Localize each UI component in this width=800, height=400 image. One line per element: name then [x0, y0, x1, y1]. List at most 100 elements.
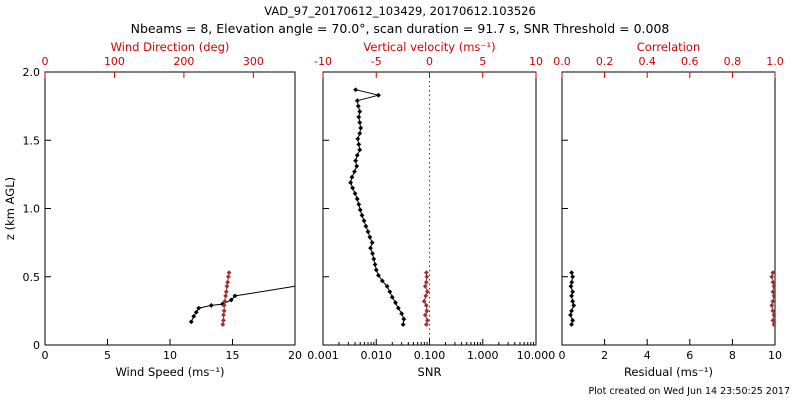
series-marker [356, 202, 362, 207]
series-marker [771, 283, 775, 289]
y-tick-label: 0 [33, 339, 40, 352]
series-marker [352, 169, 357, 175]
series-marker [355, 103, 361, 109]
series-marker [771, 293, 775, 299]
series-marker [771, 322, 775, 327]
top-tick-label: 0 [426, 55, 433, 68]
panel-wind-profile: 0 5 10 15 20 Wind Speed (ms⁻¹) 0 100 200 300 Wind … [3, 40, 302, 379]
series-marker [352, 191, 358, 196]
top-tick-label: 0.2 [596, 55, 614, 68]
series-marker [222, 298, 228, 304]
series-marker [225, 279, 231, 285]
x-tick-label: 1.000 [467, 349, 499, 362]
series-marker [357, 207, 363, 213]
series-marker [367, 234, 373, 240]
top-axis-title: Wind Direction (deg) [111, 40, 230, 54]
series-marker [569, 308, 574, 314]
x-tick-label: 10 [163, 349, 177, 362]
series-marker [770, 298, 775, 304]
series-marker [771, 312, 775, 318]
y-tick-label: 1.5 [23, 134, 41, 147]
series-marker [196, 305, 202, 311]
panel-frame [561, 71, 776, 346]
series-marker [208, 303, 214, 308]
x-tick-label: 0.010 [361, 349, 393, 362]
series-marker [422, 283, 428, 289]
top-tick-label: 0.8 [724, 55, 742, 68]
series-marker [569, 279, 575, 285]
series-marker [221, 312, 226, 318]
series-marker [356, 141, 362, 147]
top-axis-title: Vertical velocity (ms⁻¹) [363, 40, 495, 54]
y-tick-label: 1.0 [23, 203, 41, 216]
series-marker [358, 125, 364, 131]
series-marker [365, 229, 371, 235]
x-tick-label: 10 [768, 349, 782, 362]
top-tick-label: -5 [371, 55, 382, 68]
series-marker [355, 136, 361, 142]
series-marker [770, 289, 775, 295]
series-marker [399, 311, 405, 317]
series-vertical-velocity [421, 270, 430, 327]
series-line [190, 285, 295, 323]
x-axis-title: Wind Speed (ms⁻¹) [115, 365, 224, 379]
series-marker [423, 279, 429, 285]
series-marker [569, 322, 574, 327]
x-tick-label: 4 [644, 349, 651, 362]
series-marker [353, 158, 359, 164]
series-marker [225, 274, 231, 280]
series-marker [191, 313, 197, 319]
series-marker [571, 303, 577, 308]
top-tick-label: 0.4 [638, 55, 656, 68]
series-marker [221, 308, 227, 314]
x-tick-label: 0 [559, 349, 566, 362]
series-correlation [769, 270, 775, 327]
series-marker [570, 318, 576, 323]
series-marker [369, 240, 375, 246]
y-tick-label: 2.0 [23, 66, 41, 79]
series-marker [359, 212, 365, 218]
series-marker [423, 270, 429, 276]
series-marker [570, 289, 576, 295]
series-marker [423, 293, 429, 299]
series-marker [354, 163, 360, 169]
series-marker [376, 272, 381, 278]
top-tick-label: 5 [479, 55, 486, 68]
top-tick-label: -10 [314, 55, 332, 68]
series-marker [348, 180, 354, 185]
x-axis-title: SNR [418, 365, 442, 379]
series-marker [223, 293, 228, 299]
series-marker [356, 114, 362, 120]
series-wind-speed [188, 285, 295, 325]
series-marker [226, 270, 232, 276]
series-marker [232, 293, 238, 299]
series-marker [569, 293, 574, 299]
series-marker [357, 131, 363, 136]
top-tick-label: 0.6 [681, 55, 699, 68]
top-tick-label: 200 [173, 55, 194, 68]
x-tick-label: 0 [42, 349, 49, 362]
series-marker [361, 218, 367, 224]
x-axis-title: Residual (ms⁻¹) [624, 365, 713, 379]
series-marker [393, 300, 398, 306]
plot-footnote: Plot created on Wed Jun 14 23:50:25 2017 [588, 386, 790, 397]
series-marker [357, 147, 363, 153]
series-marker [224, 283, 230, 289]
series-marker [770, 318, 775, 323]
series-marker [188, 319, 194, 325]
series-marker [400, 322, 406, 327]
top-tick-label: 1.0 [766, 55, 784, 68]
top-tick-label: 0 [42, 55, 49, 68]
series-marker [424, 308, 430, 314]
series-marker [769, 274, 775, 280]
x-tick-label: 0.100 [414, 349, 446, 362]
series-marker [770, 279, 775, 285]
series-marker [379, 278, 385, 284]
series-marker [372, 262, 378, 267]
series-snr-profile [348, 87, 407, 327]
series-marker [569, 270, 574, 276]
x-tick-label: 10.000 [517, 349, 556, 362]
series-marker [353, 87, 359, 93]
series-marker [193, 309, 199, 315]
